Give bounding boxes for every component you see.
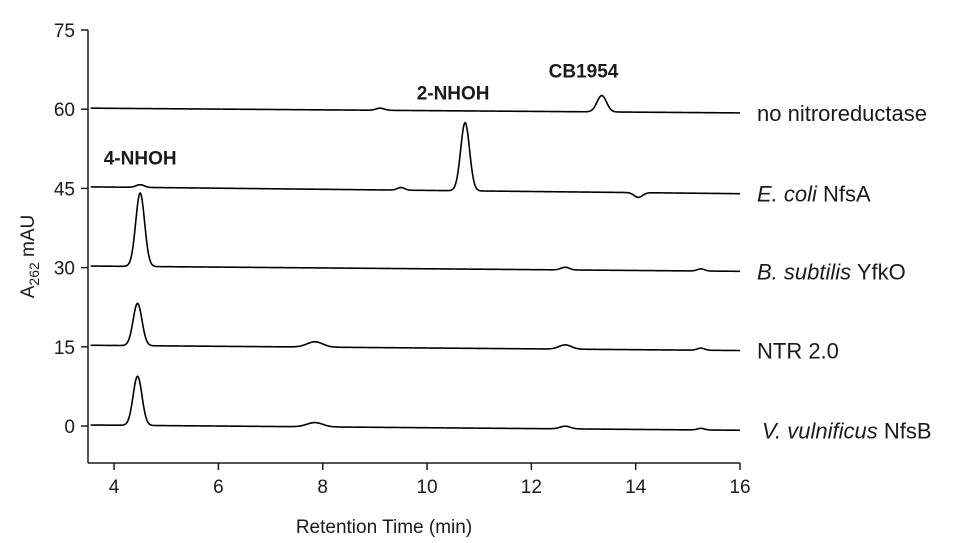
series-label-part: no nitroreductase — [757, 101, 927, 126]
y-tick-label: 60 — [54, 100, 75, 121]
peak-labels: 4-NHOH 2-NHOH CB1954 — [104, 62, 619, 170]
series-label-part: NfsA — [817, 182, 871, 207]
peak-annotation: 2-NHOH — [417, 84, 490, 105]
trace-line — [90, 302, 741, 352]
series-label-part: V. vulnificus — [762, 418, 878, 443]
x-tick-label: 10 — [416, 477, 437, 498]
y-tick-label: 15 — [54, 338, 75, 359]
series-label-part: B. subtilis — [757, 259, 851, 284]
traces — [90, 94, 741, 432]
series-label-part: YfkO — [851, 259, 906, 284]
y-tick-label: 30 — [54, 259, 75, 280]
x-axis-title: Retention Time (min) — [296, 517, 472, 538]
x-tick-label: 8 — [317, 477, 328, 498]
series-label: V. vulnificus NfsB — [762, 418, 932, 443]
series-label: E. coli NfsA — [757, 182, 871, 207]
y-ticks: 0 15 30 45 60 75 — [54, 21, 88, 438]
y-tick-label: 0 — [64, 417, 75, 438]
y-axis-title-main: A — [18, 285, 39, 298]
x-tick-label: 6 — [213, 477, 224, 498]
peak-annotation: 4-NHOH — [104, 149, 177, 170]
y-axis-title-unit: mAU — [18, 215, 39, 263]
series-label-part: NfsB — [878, 418, 932, 443]
axes-group — [87, 30, 740, 464]
series-label: B. subtilis YfkO — [757, 259, 906, 284]
y-tick-label: 45 — [54, 179, 75, 200]
x-ticks: 4 6 8 10 12 14 16 — [109, 463, 751, 498]
trace-line — [90, 375, 740, 432]
y-tick-label: 75 — [54, 21, 75, 42]
x-tick-label: 4 — [109, 477, 120, 498]
x-tick-label: 16 — [729, 477, 750, 498]
y-axis-title-subscript: 262 — [26, 262, 42, 286]
series-label-part: E. coli — [757, 182, 818, 207]
x-tick-label: 14 — [625, 477, 647, 498]
x-tick-label: 12 — [521, 477, 542, 498]
series-label-part: NTR 2.0 — [757, 339, 839, 364]
series-label: NTR 2.0 — [757, 339, 839, 364]
peak-annotation: CB1954 — [549, 62, 619, 83]
trace-line — [90, 121, 741, 199]
trace-line — [90, 192, 741, 273]
series-label: no nitroreductase — [757, 101, 927, 126]
trace-line — [90, 94, 740, 114]
series-labels: no nitroreductase E. coli NfsA B. subtilis… — [757, 101, 932, 443]
y-axis-title: A262 mAU — [18, 215, 42, 299]
